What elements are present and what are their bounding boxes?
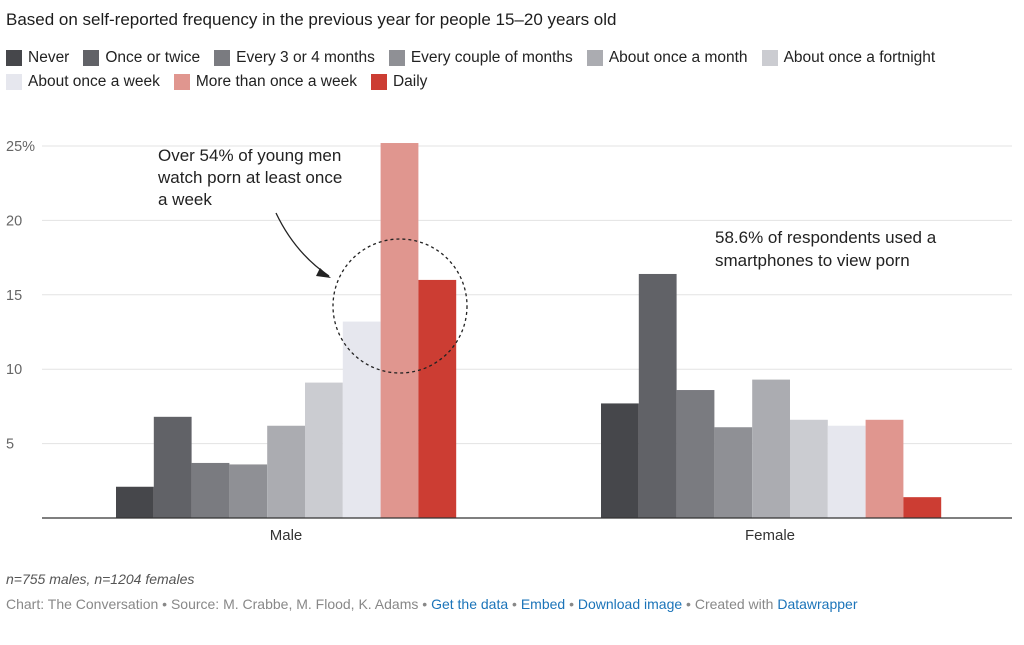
legend-label: About once a fortnight <box>783 48 936 66</box>
legend-label: Never <box>28 48 70 66</box>
legend-label: Daily <box>392 73 428 90</box>
annotation-line: smartphones to view porn <box>715 251 910 270</box>
legend-swatch <box>83 49 100 66</box>
bar <box>638 273 677 518</box>
arrow-head <box>316 268 331 278</box>
legend-item: Once or twice <box>83 46 200 69</box>
separator: • <box>569 596 574 612</box>
bar <box>153 416 192 518</box>
legend-item: Daily <box>370 71 428 94</box>
source-text: Chart: The Conversation • Source: M. Cra… <box>6 596 428 612</box>
annotation-male: Over 54% of young men watch porn at least… <box>157 146 342 209</box>
legend-label: About once a month <box>608 48 748 66</box>
bar <box>267 425 305 518</box>
bar <box>676 390 715 518</box>
chart-legend: Never Once or twice Every 3 or 4 months Eve… <box>6 46 1006 95</box>
bar <box>903 497 942 518</box>
bar <box>790 419 828 518</box>
bar <box>714 427 753 518</box>
annotation-line: 58.6% of respondents used a <box>715 228 937 247</box>
legend-item: About once a fortnight <box>761 46 936 69</box>
highlight-circle <box>332 238 468 374</box>
bar <box>827 425 866 518</box>
bar <box>380 143 419 519</box>
legend-swatch <box>370 74 387 90</box>
legend-label: Every 3 or 4 months <box>236 48 375 66</box>
legend-item: About once a week <box>6 71 160 94</box>
legend-item: About once a month <box>586 46 748 69</box>
embed-link[interactable]: Embed <box>520 596 566 612</box>
annotation-line: Over 54% of young men <box>158 146 341 165</box>
bar <box>229 464 268 518</box>
annotation-line: watch porn at least once <box>157 168 342 187</box>
y-tick-label: 25% <box>6 139 35 155</box>
legend-swatch <box>6 74 22 90</box>
legend-label: About once a week <box>28 73 160 90</box>
legend-swatch <box>6 49 22 66</box>
datawrapper-link[interactable]: Datawrapper <box>777 596 858 612</box>
annotation-arrow <box>275 212 330 277</box>
chart-credits: Chart: The Conversation • Source: M. Cra… <box>6 596 857 612</box>
y-tick-label: 5 <box>6 437 14 453</box>
separator: • <box>512 596 517 612</box>
legend-label: Once or twice <box>105 48 201 66</box>
bar-chart: 5 10 15 20 25% Male Female Over 54% of young me… <box>6 139 1012 544</box>
bar <box>865 419 904 518</box>
created-with-text: • Created with <box>686 596 774 612</box>
legend-swatch <box>761 49 778 66</box>
legend-item: Every couple of months <box>388 46 573 69</box>
download-image-link[interactable]: Download image <box>577 596 683 612</box>
bar <box>191 462 230 518</box>
y-tick-label: 20 <box>6 213 22 229</box>
legend-swatch <box>586 49 603 66</box>
chart-subtitle: Based on self-reported frequency in the … <box>6 10 617 29</box>
annotation-female: 58.6% of respondents used a smartphones t… <box>715 228 937 270</box>
sample-size-note: n=755 males, n=1204 females <box>6 571 195 587</box>
get-the-data-link[interactable]: Get the data <box>431 596 509 612</box>
x-category-label: Female <box>745 527 795 544</box>
legend-swatch <box>214 49 231 66</box>
legend-item: Never <box>6 46 69 69</box>
x-category-label: Male <box>270 527 303 544</box>
legend-swatch <box>173 74 190 90</box>
bar <box>342 321 381 518</box>
legend-item: Every 3 or 4 months <box>214 46 375 69</box>
bar <box>116 486 154 518</box>
legend-label: More than once a week <box>195 73 357 90</box>
legend-label: Every couple of months <box>410 48 573 66</box>
legend-swatch <box>388 49 405 66</box>
bar <box>418 279 457 518</box>
annotation-line: a week <box>158 190 212 209</box>
bar <box>752 379 790 518</box>
bar <box>305 382 343 518</box>
legend-item: More than once a week <box>173 71 357 94</box>
y-tick-label: 15 <box>6 288 22 304</box>
bar <box>601 403 639 518</box>
y-tick-label: 10 <box>6 362 22 378</box>
